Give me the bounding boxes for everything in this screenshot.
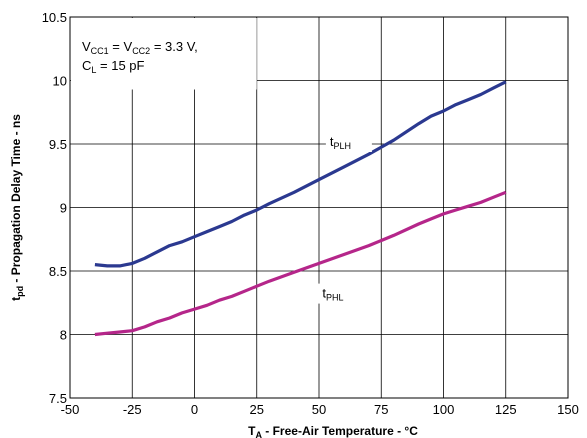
x-axis-title: TA - Free-Air Temperature - °C — [248, 424, 418, 438]
x-axis-ticks: -50 -25 0 25 50 75 100 125 150 — [61, 402, 579, 417]
x-tick-label: 75 — [374, 402, 388, 417]
y-tick-label: 10.5 — [42, 10, 67, 25]
y-tick-label: 7.5 — [49, 391, 67, 406]
series-line-plh — [94, 80, 507, 268]
y-axis-title: tpd - Propagation Delay Time - ns — [9, 114, 25, 301]
x-tick-label: -50 — [61, 402, 80, 417]
x-tick-label: 100 — [433, 402, 455, 417]
series-lines — [94, 80, 507, 337]
series-label-phl: tPHL — [322, 286, 343, 303]
y-tick-label: 9.5 — [49, 137, 67, 152]
x-tick-label: 150 — [557, 402, 579, 417]
x-tick-label: 50 — [312, 402, 326, 417]
annotation-line-2: CL = 15 pF — [82, 58, 145, 75]
x-tick-label: -25 — [123, 402, 142, 417]
plot-frame — [69, 16, 569, 399]
series-label-plh: tPLH — [330, 134, 351, 151]
x-tick-label: 125 — [495, 402, 517, 417]
x-tick-label: 25 — [250, 402, 264, 417]
y-axis-ticks: 7.5 8 8.5 9 9.5 10 10.5 — [42, 10, 67, 406]
annotation-background — [71, 18, 257, 90]
y-tick-label: 10 — [53, 74, 67, 89]
y-tick-label: 9 — [60, 201, 67, 216]
series-label-plh-background — [325, 132, 372, 152]
y-tick-label: 8 — [60, 328, 67, 343]
series-line-phl — [94, 190, 507, 337]
y-tick-label: 8.5 — [49, 264, 67, 279]
x-tick-label: 0 — [191, 402, 198, 417]
annotation-line-1: VCC1 = VCC2 = 3.3 V, — [82, 39, 198, 56]
series-label-phl-background — [318, 283, 365, 304]
